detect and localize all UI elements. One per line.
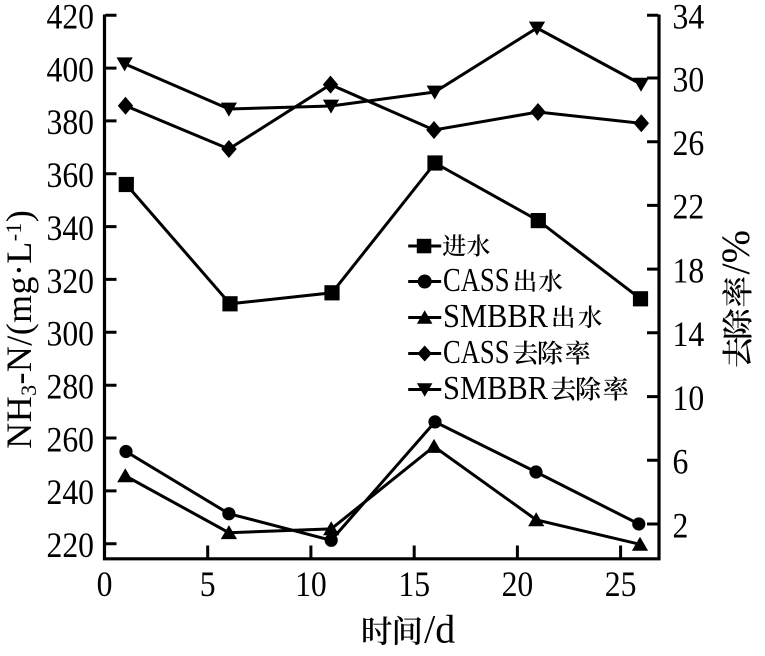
svg-text:15: 15 bbox=[398, 565, 430, 604]
svg-text:20: 20 bbox=[502, 565, 534, 604]
svg-text:SMBBR: SMBBR bbox=[443, 370, 548, 407]
svg-text:0: 0 bbox=[97, 565, 113, 604]
svg-text:380: 380 bbox=[46, 103, 94, 142]
svg-text:34: 34 bbox=[673, 0, 705, 37]
svg-text:26: 26 bbox=[673, 124, 705, 163]
svg-text:400: 400 bbox=[46, 51, 94, 90]
svg-text:NH3-N/(mg·L-1): NH3-N/(mg·L-1) bbox=[0, 210, 41, 449]
svg-text:25: 25 bbox=[605, 565, 637, 604]
svg-text:10: 10 bbox=[295, 565, 327, 604]
svg-text:10: 10 bbox=[673, 379, 705, 418]
svg-text:30: 30 bbox=[673, 61, 705, 100]
svg-text:280: 280 bbox=[46, 368, 94, 407]
svg-text:360: 360 bbox=[46, 156, 94, 195]
svg-text:240: 240 bbox=[46, 473, 94, 512]
svg-text:22: 22 bbox=[673, 188, 705, 227]
svg-text:SMBBR: SMBBR bbox=[443, 298, 548, 335]
svg-text:300: 300 bbox=[46, 315, 94, 354]
svg-text:14: 14 bbox=[673, 315, 705, 354]
svg-text:420: 420 bbox=[46, 0, 94, 37]
svg-text:6: 6 bbox=[673, 443, 689, 482]
svg-text:CASS: CASS bbox=[443, 334, 510, 371]
svg-text:220: 220 bbox=[46, 526, 94, 565]
svg-text:340: 340 bbox=[46, 209, 94, 248]
svg-text:CASS: CASS bbox=[443, 262, 510, 299]
svg-text:320: 320 bbox=[46, 262, 94, 301]
svg-text:18: 18 bbox=[673, 252, 705, 291]
svg-text:260: 260 bbox=[46, 421, 94, 460]
svg-text:/d: /d bbox=[424, 607, 455, 652]
svg-text:/%: /% bbox=[713, 230, 758, 274]
svg-text:2: 2 bbox=[673, 507, 689, 546]
svg-text:5: 5 bbox=[200, 565, 216, 604]
